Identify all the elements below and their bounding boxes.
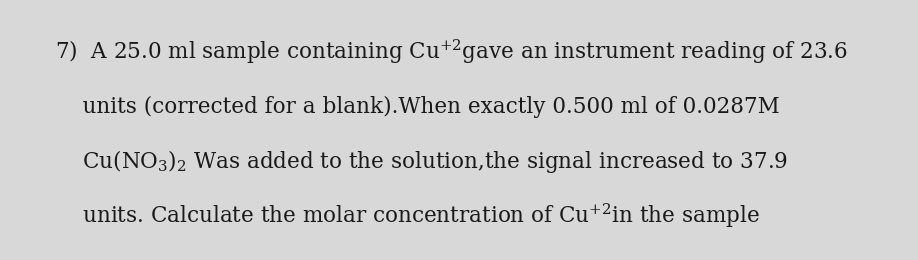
Text: units (corrected for a blank).When exactly 0.500 ml of 0.0287M: units (corrected for a blank).When exact… bbox=[55, 96, 779, 118]
Text: Cu(NO$\mathregular{_{3}}$)$\mathregular{_{2}}$ Was added to the solution,the sig: Cu(NO$\mathregular{_{3}}$)$\mathregular{… bbox=[55, 148, 789, 175]
Text: units. Calculate the molar concentration of Cu$\mathregular{^{+2}}$in the sample: units. Calculate the molar concentration… bbox=[55, 202, 760, 230]
Text: 7)  A 25.0 ml sample containing Cu$\mathregular{^{+2}}$gave an instrument readin: 7) A 25.0 ml sample containing Cu$\mathr… bbox=[55, 38, 848, 66]
